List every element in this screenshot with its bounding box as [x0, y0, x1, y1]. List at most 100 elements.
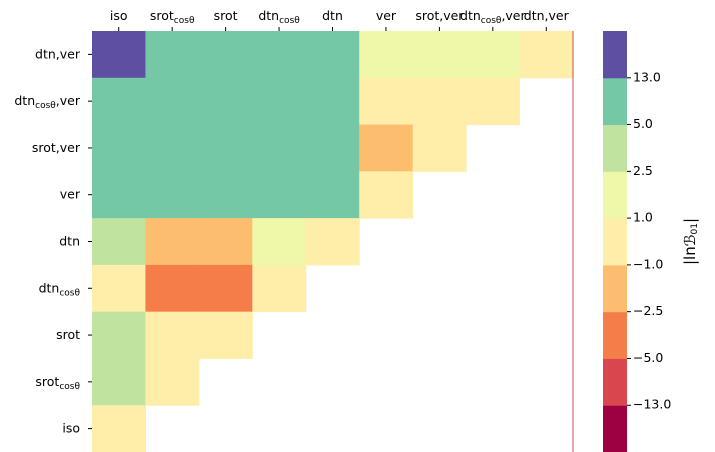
cell	[198, 311, 253, 359]
colorbar-bin	[603, 405, 627, 452]
cell	[359, 171, 414, 219]
x-tick-label-part: cosθ	[481, 16, 502, 26]
x-tick-label-part: ver	[376, 8, 397, 23]
colorbar-bin	[603, 77, 627, 126]
cell	[92, 218, 146, 266]
x-tick-label: srot,ver	[415, 8, 464, 23]
y-tick-label: dtncosθ	[39, 280, 81, 298]
cell	[359, 124, 414, 172]
y-tick-label: srot	[56, 327, 80, 342]
x-tick-label: dtncosθ	[258, 8, 300, 26]
cell	[145, 311, 200, 359]
cell	[92, 405, 146, 452]
x-tick-label: dtn	[322, 8, 343, 23]
cell	[305, 124, 360, 172]
colorbar-tick-label: 1.0	[633, 210, 653, 225]
x-tick-label: dtn,ver	[524, 8, 570, 23]
y-tick-label-part: srot	[56, 327, 80, 342]
colorbar-tick-label: −13.0	[633, 397, 671, 412]
cell	[305, 77, 360, 126]
cell	[198, 31, 253, 79]
colorbar-tick-label: −2.5	[633, 303, 663, 318]
x-tick-label-part: dtn	[322, 8, 343, 23]
colorbar-tick-label: 2.5	[633, 163, 653, 178]
colorbar-bin	[603, 31, 627, 79]
cell	[252, 218, 307, 266]
colorbar-label: |lnℬ01|	[681, 218, 700, 265]
colorbar-bin	[603, 264, 627, 313]
cell	[305, 171, 360, 219]
x-tick-label: srot	[214, 8, 238, 23]
cell	[198, 124, 253, 172]
colorbar-bin	[603, 124, 627, 172]
cell	[145, 218, 200, 266]
cell	[305, 31, 360, 79]
cell	[305, 218, 360, 266]
x-tick-label-part: iso	[110, 8, 128, 23]
colorbar-label-part: |	[681, 218, 699, 223]
y-tick-label-part: srot	[35, 373, 59, 388]
cell	[92, 358, 146, 406]
cell	[252, 171, 307, 219]
y-tick-label-part: cosθ	[35, 101, 56, 111]
y-tick-label-part: ver	[60, 186, 81, 201]
cell	[412, 31, 467, 79]
colorbar-bin	[603, 311, 627, 359]
x-tick-label: iso	[110, 8, 128, 23]
cell	[198, 218, 253, 266]
x-tick-label-part: dtn,ver	[524, 8, 570, 23]
cell	[252, 31, 307, 79]
cell	[519, 31, 574, 79]
cell	[359, 77, 414, 126]
cell	[252, 124, 307, 172]
x-tick-label: ver	[376, 8, 397, 23]
y-tick-label-part: ,ver	[56, 93, 81, 108]
colorbar-tick-label: −5.0	[633, 350, 663, 365]
y-tick-label-part: srot,ver	[32, 139, 81, 154]
x-tick-label-part: srot	[150, 8, 174, 23]
cell	[145, 171, 200, 219]
cell	[466, 31, 521, 79]
y-tick-label-part: dtn	[59, 233, 80, 248]
colorbar-bin	[603, 218, 627, 266]
y-tick-label: srot,ver	[32, 139, 81, 154]
cell	[92, 171, 146, 219]
y-tick-label: iso	[62, 420, 80, 435]
colorbar-tick-label: 5.0	[633, 116, 653, 131]
cell	[198, 171, 253, 219]
cell	[145, 124, 200, 172]
y-tick-label: ver	[60, 186, 81, 201]
cell	[252, 77, 307, 126]
x-tick-label: dtncosθ,ver	[460, 8, 526, 26]
x-tick-label-part: dtn	[460, 8, 481, 23]
y-tick-label-part: cosθ	[59, 381, 80, 391]
x-tick-label-part: dtn	[258, 8, 279, 23]
y-tick-label: dtncosθ,ver	[14, 93, 80, 111]
x-tick-label-part: ,ver	[501, 8, 526, 23]
colorbar-label-part: 01	[690, 223, 700, 234]
cell	[92, 264, 146, 313]
x-tick-label-part: srot,ver	[415, 8, 464, 23]
y-tick-label: dtn,ver	[35, 46, 81, 61]
cell	[252, 264, 307, 313]
x-tick-label: srotcosθ	[150, 8, 195, 26]
colorbar-label-part: |lnℬ	[681, 234, 699, 265]
cell	[145, 77, 200, 126]
colorbar-tick-label: −1.0	[633, 256, 663, 271]
y-tick-label: dtn	[59, 233, 80, 248]
colorbar-bin	[603, 171, 627, 219]
cell	[92, 31, 146, 79]
cell	[92, 124, 146, 172]
cell	[198, 77, 253, 126]
cell	[412, 77, 467, 126]
x-tick-label-part: srot	[214, 8, 238, 23]
cell	[198, 264, 253, 313]
y-tick-label-part: dtn	[39, 280, 60, 295]
y-tick-label-part: cosθ	[59, 288, 80, 298]
cell	[92, 77, 146, 126]
y-tick-label-part: iso	[62, 420, 80, 435]
cell	[145, 264, 200, 313]
cell	[145, 31, 200, 79]
x-tick-label-part: cosθ	[279, 16, 300, 26]
